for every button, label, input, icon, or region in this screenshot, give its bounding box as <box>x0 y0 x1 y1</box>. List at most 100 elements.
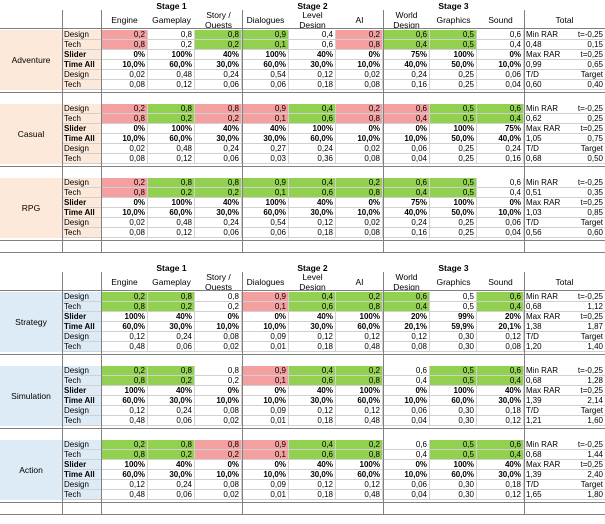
value-cell: 0,18 <box>477 480 524 490</box>
value-cell: 0,4 <box>383 376 430 386</box>
total-label-cell: 0,51 <box>524 188 564 198</box>
total-label-cell: Max RAR <box>524 386 564 396</box>
value-cell: 30,0% <box>289 60 336 70</box>
value-cell: 0,4 <box>477 188 524 198</box>
total-value-cell: 1,28 <box>564 376 605 386</box>
value-cell: 0,4 <box>289 440 336 450</box>
value-cell: 10,0% <box>383 470 430 480</box>
value-cell: 10,0% <box>242 322 289 332</box>
value-cell: 0,18 <box>289 490 336 500</box>
value-cell: 40% <box>289 312 336 322</box>
row-label: Slider <box>62 124 101 134</box>
value-cell: 0,30 <box>430 480 477 490</box>
value-cell: 0% <box>383 386 430 396</box>
row-label: Design <box>62 406 101 416</box>
value-cell: 0,06 <box>383 406 430 416</box>
total-value-cell: Target <box>564 70 605 80</box>
total-label-cell: Max RAR <box>524 312 564 322</box>
total-header: Total <box>555 14 574 25</box>
value-cell: 0,12 <box>477 416 524 426</box>
row-label: Tech <box>62 188 101 198</box>
total-label-cell: T/D <box>524 218 564 228</box>
value-cell: 40% <box>242 124 289 134</box>
total-label-cell: T/D <box>524 406 564 416</box>
value-cell: 40% <box>195 124 242 134</box>
column-header: Sound <box>488 14 513 25</box>
value-cell: 0,06 <box>195 228 242 238</box>
value-cell: 0,03 <box>242 154 289 164</box>
value-cell: 0% <box>383 124 430 134</box>
value-cell: 0,06 <box>148 342 195 352</box>
value-cell: 0,24 <box>148 406 195 416</box>
value-cell: 0,4 <box>289 366 336 376</box>
value-cell: 30,0% <box>195 208 242 218</box>
stage-label: Stage 2 <box>297 1 328 11</box>
grid-line <box>0 502 605 503</box>
value-cell: 20% <box>477 312 524 322</box>
value-cell: 0,2 <box>101 104 148 114</box>
value-cell: 100% <box>430 386 477 396</box>
value-cell: 0,04 <box>383 416 430 426</box>
value-cell: 0,4 <box>477 40 524 50</box>
grid-line <box>101 10 102 252</box>
value-cell: 0,5 <box>430 104 477 114</box>
value-cell: 0,8 <box>336 302 383 312</box>
column-header: Level Design <box>299 11 326 28</box>
value-cell: 0,6 <box>477 440 524 450</box>
value-cell: 60,0% <box>336 322 383 332</box>
value-cell: 0,08 <box>101 154 148 164</box>
total-value-cell: t=0,25 <box>564 198 605 208</box>
value-cell: 0,4 <box>383 40 430 50</box>
grid-line <box>101 272 102 514</box>
total-label-cell: Min RAR <box>524 440 564 450</box>
value-cell: 0,02 <box>195 416 242 426</box>
value-cell: 0,12 <box>289 480 336 490</box>
grid-line <box>383 10 384 252</box>
total-label-cell: 1,39 <box>524 470 564 480</box>
value-cell: 0,4 <box>289 30 336 40</box>
grid-line <box>0 354 605 355</box>
value-cell: 40% <box>148 460 195 470</box>
value-cell: 0,06 <box>148 416 195 426</box>
total-label-cell: 0,99 <box>524 60 564 70</box>
value-cell: 0,6 <box>289 302 336 312</box>
column-header: Story / Quests <box>205 273 232 290</box>
value-cell: 0,02 <box>336 144 383 154</box>
value-cell: 40% <box>195 50 242 60</box>
value-cell: 60,0% <box>430 470 477 480</box>
value-cell: 0,8 <box>101 376 148 386</box>
value-cell: 100% <box>430 124 477 134</box>
value-cell: 0,2 <box>148 40 195 50</box>
value-cell: 100% <box>148 198 195 208</box>
value-cell: 60,0% <box>336 396 383 406</box>
value-cell: 60,0% <box>148 134 195 144</box>
total-value-cell: 1,40 <box>564 342 605 352</box>
value-cell: 10,0% <box>383 396 430 406</box>
value-cell: 0% <box>101 50 148 60</box>
value-cell: 0,18 <box>289 342 336 352</box>
value-cell: 0,8 <box>101 114 148 124</box>
grid-line <box>524 272 525 514</box>
row-label: Tech <box>62 80 101 90</box>
value-cell: 0,30 <box>430 490 477 500</box>
value-cell: 20% <box>383 312 430 322</box>
value-cell: 100% <box>336 312 383 322</box>
total-label-cell: 1,21 <box>524 416 564 426</box>
value-cell: 30,0% <box>289 322 336 332</box>
total-value-cell: 1,80 <box>564 490 605 500</box>
total-value-cell: Target <box>564 406 605 416</box>
row-label: Design <box>62 292 101 302</box>
value-cell: 0,12 <box>101 406 148 416</box>
value-cell: 0,02 <box>101 70 148 80</box>
value-cell: 0,8 <box>336 114 383 124</box>
value-cell: 0,6 <box>289 114 336 124</box>
total-label-cell: 1,03 <box>524 208 564 218</box>
value-cell: 10,0% <box>195 396 242 406</box>
total-label-cell: 0,62 <box>524 114 564 124</box>
value-cell: 0,16 <box>477 154 524 164</box>
value-cell: 75% <box>477 124 524 134</box>
value-cell: 0,2 <box>148 114 195 124</box>
total-label-cell: 0,68 <box>524 450 564 460</box>
value-cell: 30,0% <box>289 470 336 480</box>
value-cell: 10,0% <box>101 134 148 144</box>
